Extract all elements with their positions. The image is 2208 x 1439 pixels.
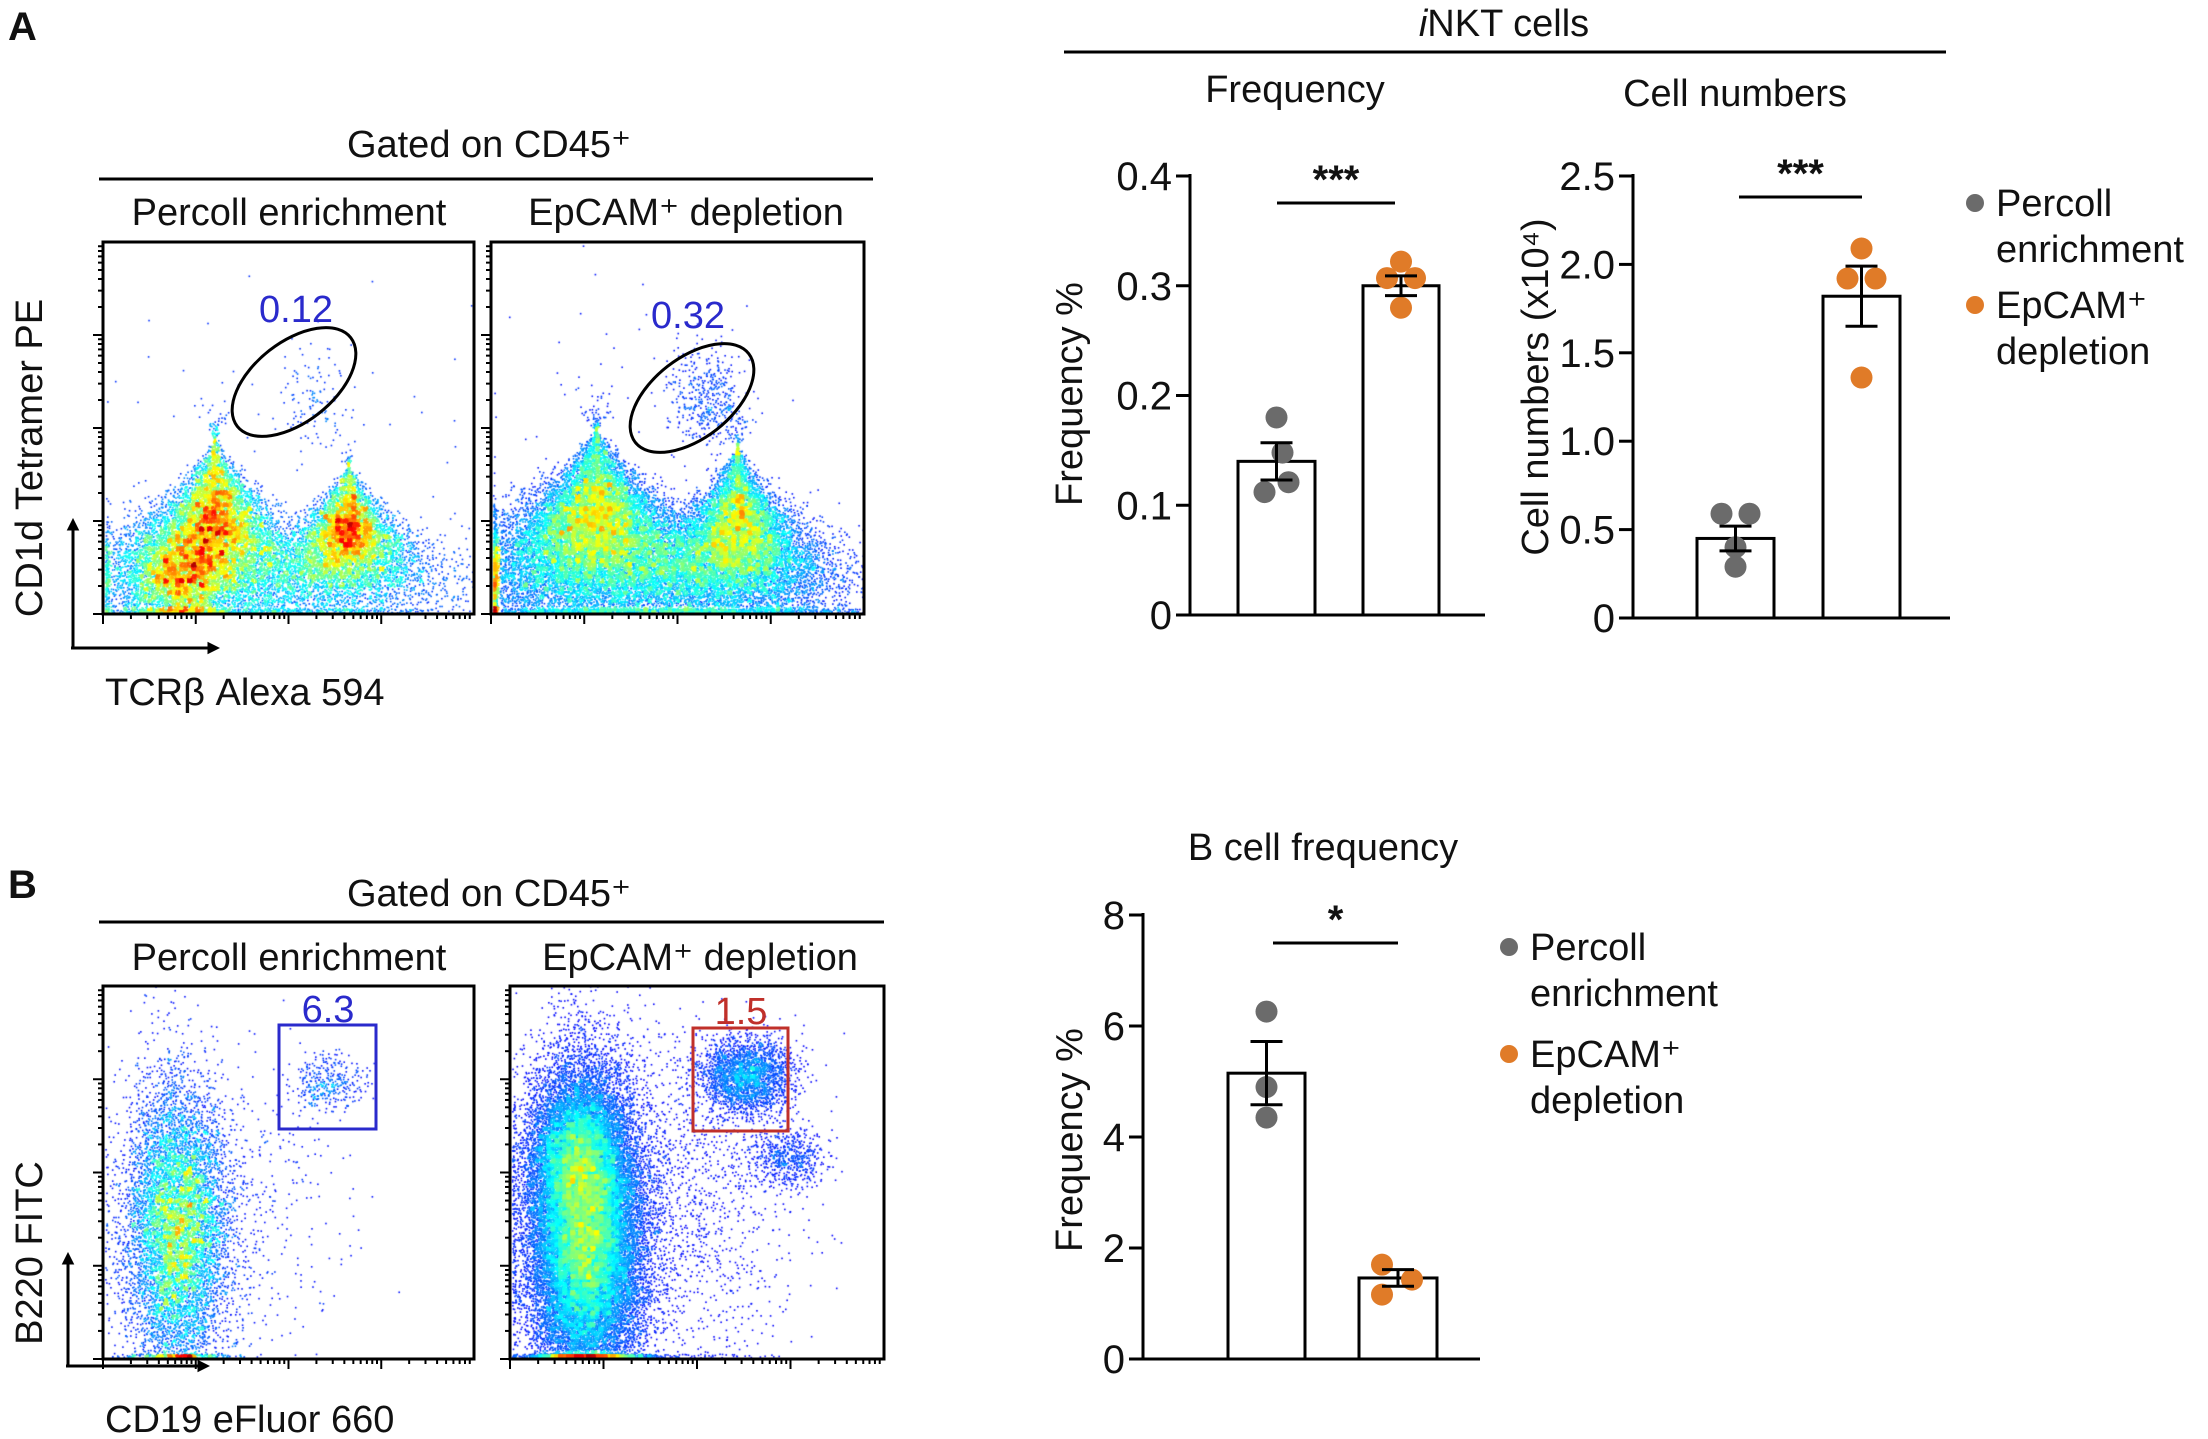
bar-1 xyxy=(1821,294,1902,620)
data-point xyxy=(1390,296,1412,319)
data-point xyxy=(1371,1283,1393,1306)
y-tick-label: 0.4 xyxy=(1116,155,1172,199)
significance-label: * xyxy=(1328,898,1344,942)
y-tick-label: 6 xyxy=(1103,1005,1125,1049)
flow-b-right-title: EpCAM⁺ depletion xyxy=(542,937,858,979)
legend-label: depletion xyxy=(1530,1080,1684,1122)
y-tick-label: 0.1 xyxy=(1116,484,1172,528)
data-point xyxy=(1255,1106,1278,1129)
bar-1 xyxy=(1361,284,1441,617)
inkt-header: iNKT cells xyxy=(1419,3,1589,45)
data-point xyxy=(1404,267,1426,290)
chart-title: Frequency xyxy=(1205,69,1385,111)
y-axis-label: Frequency % xyxy=(1049,1028,1091,1252)
legend-label: depletion xyxy=(1996,331,2150,373)
y-tick-label: 8 xyxy=(1103,894,1125,938)
legend-marker-percoll xyxy=(1500,938,1518,956)
legend-label: enrichment xyxy=(1996,229,2184,271)
panel-label-b: B xyxy=(8,863,37,907)
chart-cell-numbers: Cell numbers Cell numbers (x10⁴) 0 0.5 1.0 1.… xyxy=(1515,73,1950,641)
legend-label: Percoll xyxy=(1530,927,1646,969)
data-point xyxy=(1265,406,1288,429)
flow-b-ylabel: B220 FITC xyxy=(9,1161,51,1345)
gate-rect-left xyxy=(277,1023,378,1131)
gated-title-a: Gated on CD45⁺ xyxy=(347,124,631,166)
flow-a-xlabel: TCRβ Alexa 594 xyxy=(105,672,385,714)
y-axis-label: Cell numbers (x10⁴) xyxy=(1515,218,1557,555)
y-axis-label: Frequency % xyxy=(1049,282,1091,506)
y-tick-label: 1.0 xyxy=(1559,420,1615,464)
legend-marker-percoll xyxy=(1966,194,1984,212)
data-point xyxy=(1738,502,1761,525)
significance-label: *** xyxy=(1777,152,1824,196)
gate-value-right: 0.32 xyxy=(651,295,725,337)
legend-label: EpCAM⁺ xyxy=(1530,1034,1681,1076)
gate-value-right: 1.5 xyxy=(715,991,768,1033)
bar-1 xyxy=(1357,1276,1439,1361)
chart-title: Cell numbers xyxy=(1623,73,1847,115)
bar-0 xyxy=(1236,459,1317,617)
plot-frame xyxy=(508,984,886,1361)
data-point xyxy=(1710,502,1733,525)
y-tick-label: 0 xyxy=(1103,1338,1125,1382)
y-tick-label: 0.2 xyxy=(1116,375,1172,419)
flow-b-left-title: Percoll enrichment xyxy=(132,937,447,979)
y-tick-label: 2.5 xyxy=(1559,155,1615,199)
data-point xyxy=(1390,250,1412,273)
data-point xyxy=(1724,555,1747,578)
gate-value-left: 6.3 xyxy=(302,989,355,1031)
data-point xyxy=(1277,471,1300,494)
flow-a-ylabel: CD1d Tetramer PE xyxy=(9,299,51,617)
flow-plot-a-epcam xyxy=(491,242,864,614)
y-tick-label: 0.5 xyxy=(1559,509,1615,553)
inkt-rest: NKT cells xyxy=(1427,3,1589,45)
gated-title-b: Gated on CD45⁺ xyxy=(347,873,631,915)
data-point xyxy=(1850,237,1873,260)
y-tick-label: 0 xyxy=(1593,597,1615,641)
legend-marker-epcam xyxy=(1500,1045,1518,1063)
gate-ellipse-right xyxy=(628,342,756,454)
data-point xyxy=(1255,1000,1278,1023)
data-point xyxy=(1376,267,1398,290)
flow-plot-b-epcam xyxy=(510,986,884,1359)
y-tick-label: 2 xyxy=(1103,1227,1125,1271)
legend-label: EpCAM⁺ xyxy=(1996,285,2147,327)
data-point xyxy=(1271,441,1294,464)
legend-label: Percoll xyxy=(1996,183,2112,225)
gate-rect-right xyxy=(691,1026,790,1133)
flow-plot-a-percoll xyxy=(103,242,474,614)
flow-plot-b-percoll xyxy=(103,986,474,1359)
y-tick-label: 1.5 xyxy=(1559,332,1615,376)
data-point xyxy=(1253,481,1276,504)
legend-marker-epcam xyxy=(1966,296,1984,314)
data-point xyxy=(1864,267,1887,290)
chart-b-cell-frequency: B cell frequency Frequency % 0 2 4 6 8 * xyxy=(1049,827,1480,1382)
y-tick-label: 0 xyxy=(1150,594,1172,638)
chart-title: B cell frequency xyxy=(1188,827,1458,869)
data-point xyxy=(1371,1253,1393,1276)
y-tick-label: 4 xyxy=(1103,1116,1125,1160)
flow-a-left-title: Percoll enrichment xyxy=(132,192,447,234)
legend-label: enrichment xyxy=(1530,973,1718,1015)
y-tick-label: 2.0 xyxy=(1559,243,1615,287)
y-tick-label: 0.3 xyxy=(1116,265,1172,309)
flow-b-xlabel: CD19 eFluor 660 xyxy=(105,1399,394,1439)
flow-a-right-title: EpCAM⁺ depletion xyxy=(528,192,844,234)
gate-value-left: 0.12 xyxy=(259,289,333,331)
legend-a: Percoll enrichment EpCAM⁺ depletion xyxy=(1966,183,2184,373)
gate-ellipse-left xyxy=(230,326,358,438)
plot-frame xyxy=(101,984,476,1361)
chart-frequency: Frequency Frequency % 0 0.1 0.2 0.3 0.4 *** xyxy=(1049,69,1485,638)
legend-b: Percoll enrichment EpCAM⁺ depletion xyxy=(1500,927,1718,1122)
significance-label: *** xyxy=(1313,158,1360,202)
data-point xyxy=(1850,366,1873,389)
data-point xyxy=(1836,267,1859,290)
panel-label-a: A xyxy=(8,5,37,49)
inkt-prefix: i xyxy=(1419,3,1429,45)
